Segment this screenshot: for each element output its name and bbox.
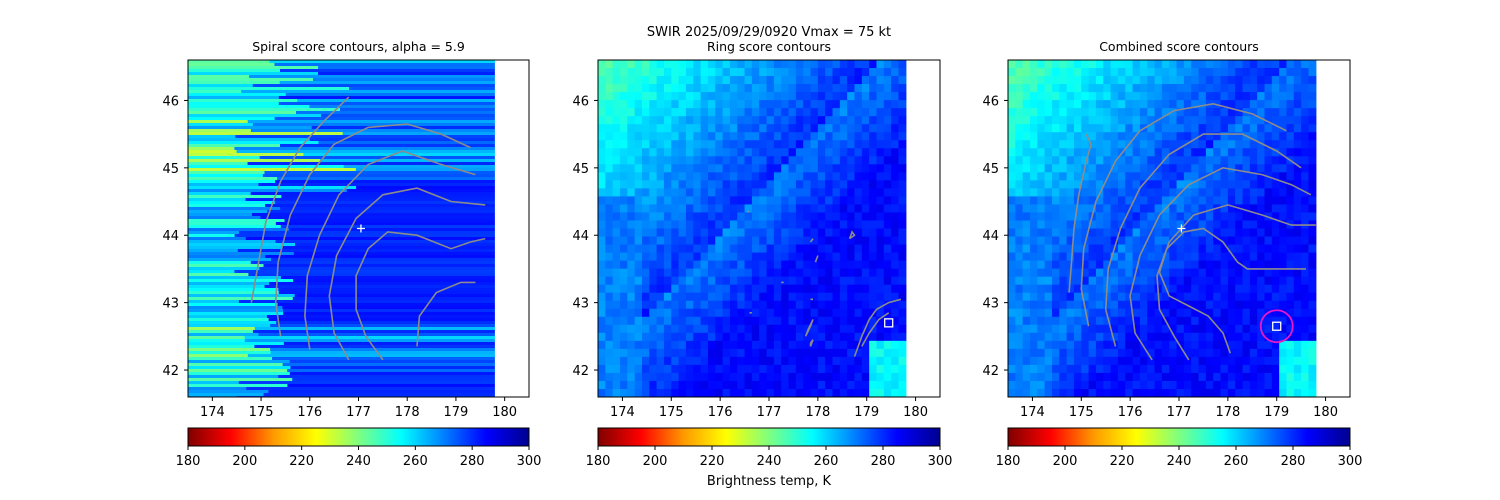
panel-1: Spiral score contours, alpha = 5.9 174 175… bbox=[162, 39, 541, 469]
colorbar-tick-label: 300 bbox=[1338, 454, 1363, 469]
x-tick-label: 178 bbox=[395, 405, 420, 420]
x-tick-label: 180 bbox=[903, 405, 928, 420]
colorbar-tick-label: 220 bbox=[700, 454, 725, 469]
y-tick-label: 42 bbox=[162, 364, 179, 379]
x-tick-label: 179 bbox=[1264, 405, 1289, 420]
colorbar-label: Brightness temp, K bbox=[707, 474, 832, 489]
contour-line-6 bbox=[1158, 227, 1306, 354]
contour-line-2 bbox=[1080, 102, 1287, 327]
square-marker bbox=[1272, 321, 1282, 331]
contour-line-1 bbox=[1068, 133, 1092, 293]
colorbar-tick-label: 260 bbox=[1224, 454, 1249, 469]
contour-line-1 bbox=[250, 96, 350, 303]
colorbar bbox=[187, 427, 530, 447]
colorbar-tick-label: 200 bbox=[232, 454, 257, 469]
y-tick-label: 46 bbox=[982, 94, 999, 109]
y-tick-label: 42 bbox=[572, 364, 589, 379]
contour-line-5 bbox=[848, 230, 856, 240]
colorbar-tick-label: 260 bbox=[403, 454, 428, 469]
brightness-field bbox=[598, 60, 907, 397]
y-tick-label: 46 bbox=[572, 94, 589, 109]
contour-line-1 bbox=[853, 298, 902, 357]
colorbar-tick-label: 240 bbox=[757, 454, 782, 469]
x-tick-label: 176 bbox=[708, 405, 733, 420]
x-tick-label: 176 bbox=[1118, 405, 1143, 420]
panel-3: Combined score contours 174 175 176 177 178 17… bbox=[982, 39, 1362, 469]
y-tick-label: 42 bbox=[982, 364, 999, 379]
colorbar-tick-label: 280 bbox=[460, 454, 485, 469]
colorbar-tick-label: 180 bbox=[996, 454, 1021, 469]
x-tick-label: 174 bbox=[1020, 405, 1045, 420]
x-tick-label: 175 bbox=[659, 405, 684, 420]
colorbar-tick-label: 280 bbox=[871, 454, 896, 469]
circle-marker bbox=[1259, 309, 1294, 344]
contour-line-3 bbox=[804, 319, 814, 337]
x-tick-label: 175 bbox=[1069, 405, 1094, 420]
colorbar-tick-label: 240 bbox=[346, 454, 371, 469]
contour-line-6 bbox=[416, 281, 476, 347]
colorbar-tick-label: 220 bbox=[1110, 454, 1135, 469]
panel-title: Combined score contours bbox=[1099, 39, 1259, 54]
x-tick-label: 177 bbox=[757, 405, 782, 420]
colorbar bbox=[1007, 427, 1351, 447]
y-tick-label: 43 bbox=[572, 297, 589, 312]
panels: Spiral score contours, alpha = 5.9 174 175… bbox=[162, 39, 1362, 469]
colorbar-tick-label: 180 bbox=[176, 454, 201, 469]
x-tick-label: 174 bbox=[610, 405, 635, 420]
x-tick-label: 176 bbox=[297, 405, 322, 420]
panel-title: Ring score contours bbox=[707, 39, 831, 54]
panel-title: Spiral score contours, alpha = 5.9 bbox=[252, 39, 465, 54]
y-tick-label: 45 bbox=[162, 162, 179, 177]
y-tick-label: 45 bbox=[982, 162, 999, 177]
brightness-field bbox=[1008, 60, 1317, 397]
x-tick-label: 180 bbox=[1313, 405, 1338, 420]
x-tick-label: 177 bbox=[1167, 405, 1192, 420]
brightness-field bbox=[188, 60, 495, 397]
y-tick-label: 44 bbox=[982, 229, 999, 244]
square-marker bbox=[884, 318, 894, 328]
colorbar-tick-label: 300 bbox=[517, 454, 542, 469]
colorbar-tick-label: 200 bbox=[1053, 454, 1078, 469]
colorbar bbox=[597, 427, 941, 447]
x-tick-label: 174 bbox=[200, 405, 225, 420]
colorbar-tick-label: 280 bbox=[1281, 454, 1306, 469]
contour-line-2 bbox=[861, 312, 890, 347]
x-tick-label: 180 bbox=[492, 405, 517, 420]
suptitle-line1: SWIR 2025/09/29/0920 Vmax = 75 kt bbox=[647, 25, 891, 40]
x-tick-label: 179 bbox=[854, 405, 879, 420]
y-tick-label: 43 bbox=[162, 297, 179, 312]
contour-line-7 bbox=[814, 255, 819, 263]
colorbar-tick-label: 240 bbox=[1167, 454, 1192, 469]
x-tick-label: 177 bbox=[346, 405, 371, 420]
x-tick-label: 178 bbox=[1215, 405, 1240, 420]
colorbar-tick-label: 300 bbox=[928, 454, 953, 469]
x-tick-label: 178 bbox=[805, 405, 830, 420]
x-tick-label: 175 bbox=[249, 405, 274, 420]
y-tick-label: 46 bbox=[162, 94, 179, 109]
colorbar-tick-label: 260 bbox=[814, 454, 839, 469]
colorbar-tick-label: 180 bbox=[586, 454, 611, 469]
panel-2: Ring score contours 174 175 176 177 178 179 180… bbox=[572, 39, 952, 469]
contour-line-5 bbox=[355, 231, 486, 361]
contour-line-2 bbox=[274, 123, 471, 337]
contour-line-3 bbox=[1104, 133, 1302, 347]
contour-line-6 bbox=[809, 238, 814, 243]
center-cross-marker bbox=[356, 224, 365, 233]
contour-line-3 bbox=[304, 150, 476, 350]
center-cross-marker bbox=[1177, 224, 1186, 233]
y-tick-label: 44 bbox=[162, 229, 179, 244]
contour-line-4 bbox=[1129, 166, 1312, 361]
y-tick-label: 44 bbox=[572, 229, 589, 244]
y-tick-label: 43 bbox=[982, 297, 999, 312]
colorbar-tick-label: 200 bbox=[643, 454, 668, 469]
contour-line-4 bbox=[328, 187, 486, 361]
y-tick-label: 45 bbox=[572, 162, 589, 177]
colorbar-tick-label: 220 bbox=[289, 454, 314, 469]
contour-line-4 bbox=[809, 339, 814, 347]
x-tick-label: 179 bbox=[444, 405, 469, 420]
